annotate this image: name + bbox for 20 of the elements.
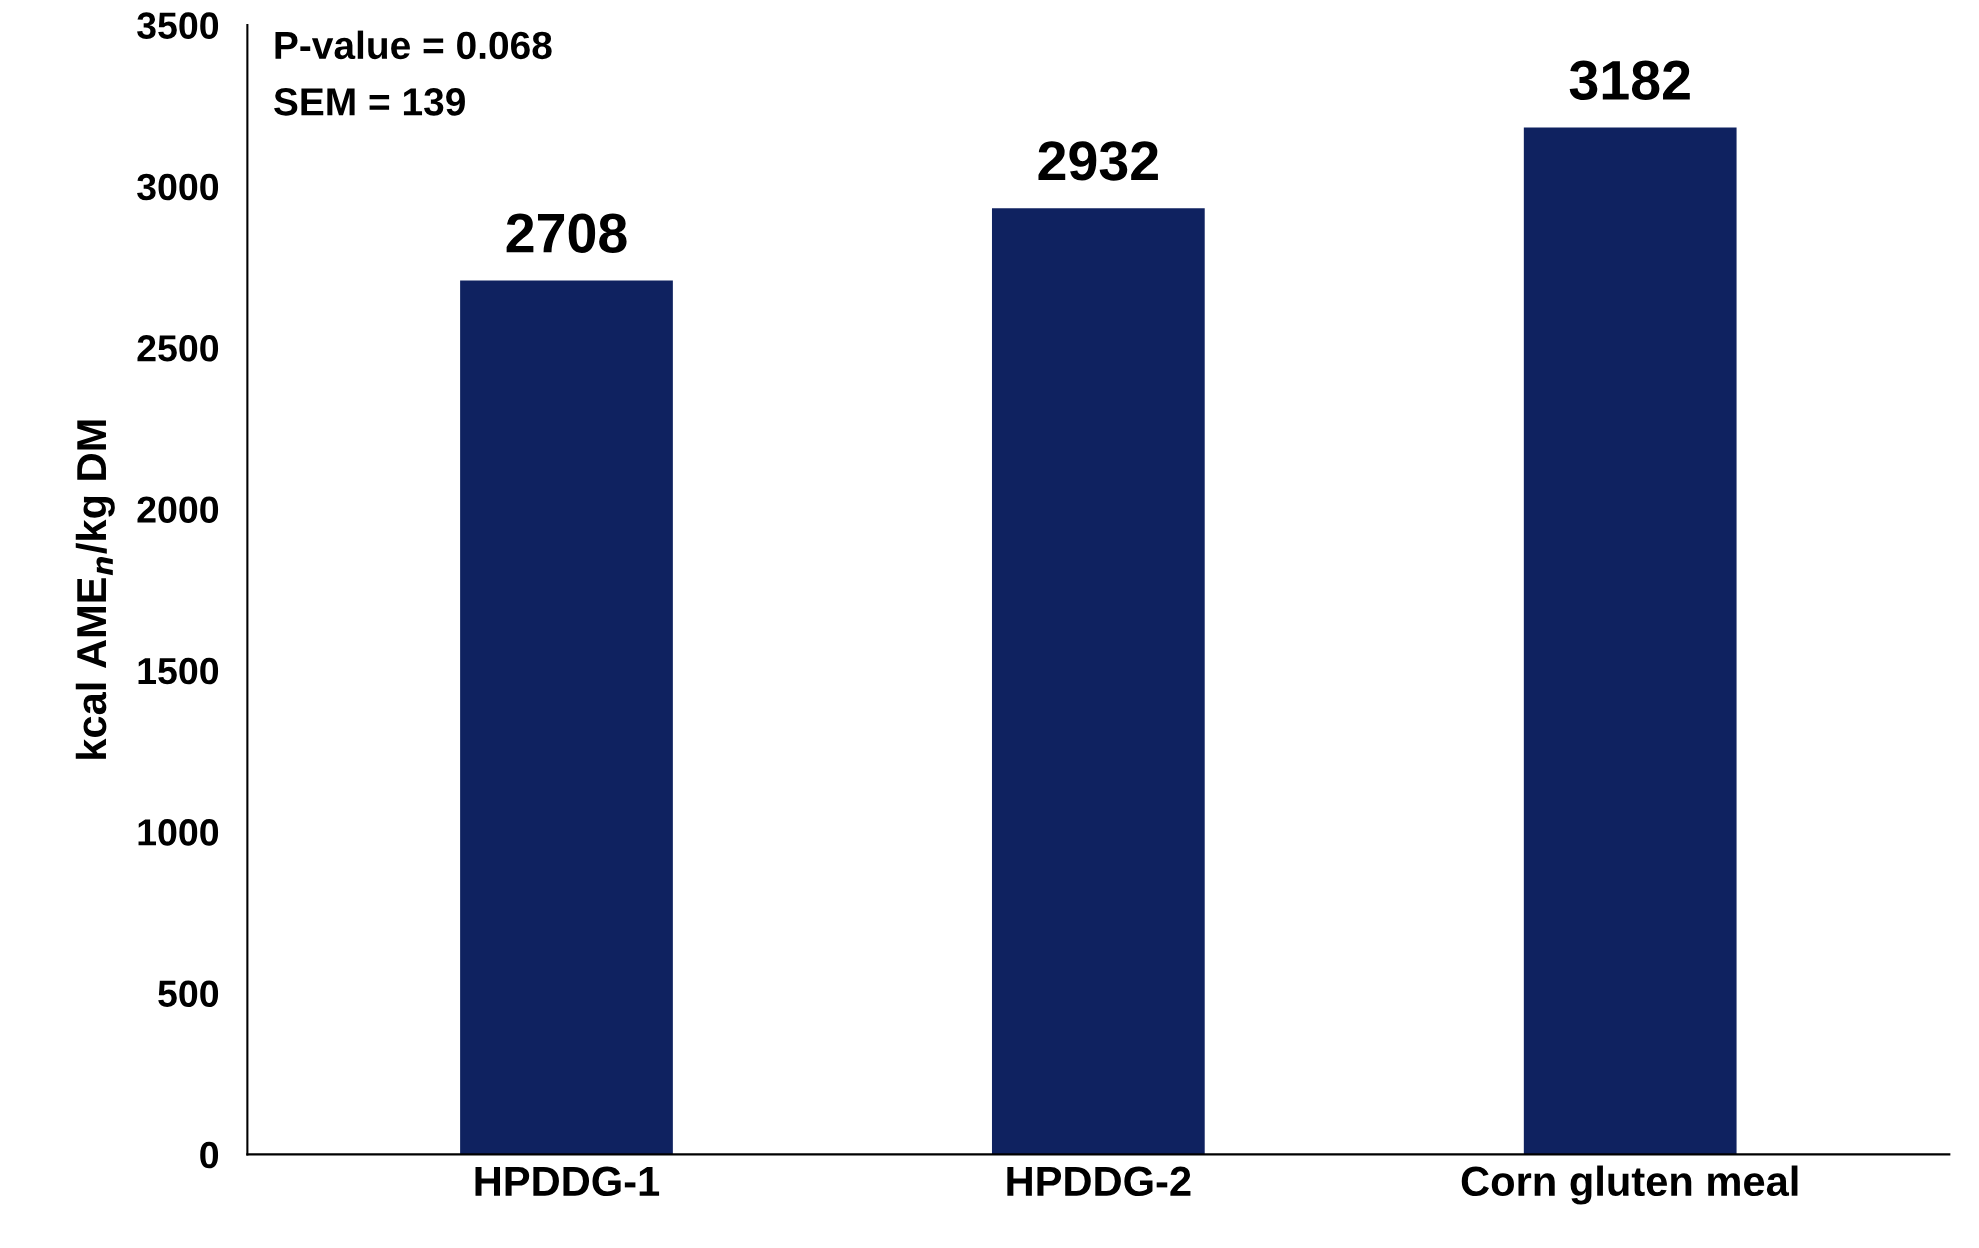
- data-label: 2708: [506, 213, 627, 253]
- y-tick-label: 2500: [137, 335, 219, 362]
- bar: [1523, 127, 1737, 1155]
- y-tick-label: 3500: [137, 12, 219, 39]
- x-tick-label: HPDDG-1: [475, 1166, 660, 1197]
- x-tick-label: Corn gluten meal: [1461, 1165, 1798, 1205]
- y-tick-label: 1500: [138, 657, 219, 685]
- bar: [460, 280, 673, 1155]
- data-label: 2932: [1038, 141, 1158, 181]
- data-label: 3182: [1569, 60, 1690, 101]
- x-tick-label: HPDDG-2: [1007, 1166, 1191, 1197]
- y-tick-label: 500: [158, 980, 219, 1008]
- y-tick-label: 0: [200, 1141, 219, 1169]
- y-axis-title: kcal AME$_{n}$/kg DM: [75, 420, 115, 759]
- annotation: P-value = 0.068: [275, 30, 552, 60]
- y-tick-label: 1000: [138, 819, 219, 846]
- annotation: SEM = 139: [274, 88, 465, 116]
- y-tick-label: 3000: [137, 173, 219, 201]
- y-tick-label: 2000: [137, 496, 219, 523]
- bar: [991, 208, 1205, 1155]
